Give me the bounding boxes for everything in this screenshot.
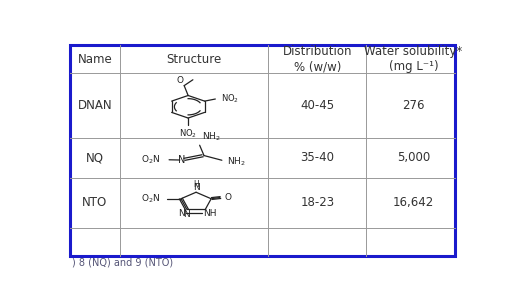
Text: 276: 276: [402, 99, 425, 112]
Text: NQ: NQ: [86, 151, 104, 164]
Bar: [70, 45, 455, 256]
Text: Structure: Structure: [166, 52, 222, 66]
Text: NO$_2$: NO$_2$: [179, 128, 197, 140]
Text: 16,642: 16,642: [393, 196, 434, 209]
Text: Distribution
% (w/w): Distribution % (w/w): [283, 45, 352, 73]
Text: O$_2$N: O$_2$N: [141, 192, 160, 205]
Text: NTO: NTO: [82, 196, 108, 209]
Text: H: H: [193, 180, 199, 189]
Text: Name: Name: [78, 52, 112, 66]
Text: ) 8 (NQ) and 9 (NTO): ) 8 (NQ) and 9 (NTO): [72, 257, 173, 267]
Text: NH$_2$: NH$_2$: [202, 131, 221, 143]
Text: DNAN: DNAN: [78, 99, 112, 112]
Text: N: N: [179, 155, 186, 165]
Text: NO$_2$: NO$_2$: [221, 92, 240, 105]
Text: Water solubility*
(mg L⁻¹): Water solubility* (mg L⁻¹): [365, 45, 463, 73]
Text: NH: NH: [203, 209, 217, 218]
Text: N: N: [178, 209, 185, 218]
Text: 5,000: 5,000: [397, 151, 430, 164]
Text: O: O: [224, 193, 231, 202]
Text: O$_2$N: O$_2$N: [141, 154, 160, 167]
Text: O: O: [176, 76, 183, 85]
Text: 40-45: 40-45: [300, 99, 334, 112]
Text: NH$_2$: NH$_2$: [227, 155, 246, 168]
Text: N: N: [193, 182, 200, 192]
Text: N: N: [183, 210, 190, 219]
Text: 35-40: 35-40: [300, 151, 334, 164]
Text: 18-23: 18-23: [300, 196, 334, 209]
